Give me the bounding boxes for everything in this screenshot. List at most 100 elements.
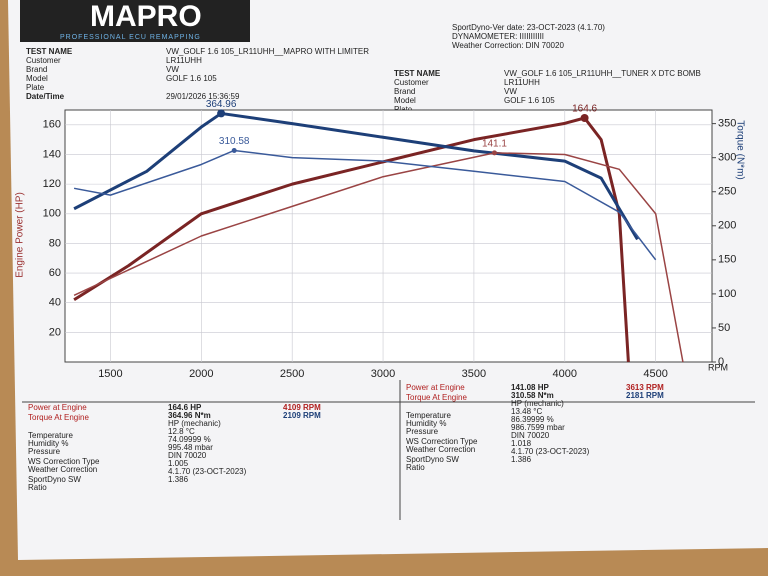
result-value: 1.386 [168, 475, 189, 484]
y-tick-label: 160 [43, 119, 61, 131]
result-label: Temperature [28, 431, 73, 440]
peak-label: 164.6 [572, 104, 597, 115]
info-label: Customer [394, 78, 429, 87]
y2-tick-label: 50 [718, 322, 730, 334]
result-label: Humidity % [406, 419, 446, 428]
result-value: 1.005 [168, 459, 189, 468]
x-tick-label: 2000 [189, 368, 213, 380]
info-value: GOLF 1.6 105 [166, 74, 217, 83]
result-rpm: 2181 RPM [626, 391, 664, 400]
result-value: 4.1.70 (23-OCT-2023) [511, 447, 590, 456]
info-label: Date/Time [26, 92, 65, 101]
result-value: 310.58 N*m [511, 391, 554, 400]
result-value: 4.1.70 (23-OCT-2023) [168, 467, 247, 476]
software: SportDyno-Ver date: 23-OCT-2023 (4.1.70) [452, 23, 605, 32]
peak-marker [217, 109, 226, 118]
result-rpm: 2109 RPM [283, 411, 321, 420]
weather: Weather Correction: DIN 70020 [452, 41, 564, 50]
x-tick-label: 1500 [98, 368, 122, 380]
dyno: DYNAMOMETER: IIIIIIIIIII [452, 32, 544, 41]
info-label: Brand [26, 65, 47, 74]
result-label: Pressure [406, 427, 439, 436]
y2-tick-label: 150 [718, 254, 736, 266]
info-label: Customer [26, 56, 61, 65]
info-value: VW_GOLF 1.6 105_LR11UHH__MAPRO WITH LIMI… [166, 47, 369, 56]
y2-tick-label: 250 [718, 186, 736, 198]
result-label: WS Correction Type [28, 457, 100, 466]
result-value: 995.48 mbar [168, 443, 213, 452]
result-value: 141.08 HP [511, 383, 549, 392]
result-value: 74.09999 % [168, 435, 211, 444]
series-line [73, 111, 639, 241]
info-label: TEST NAME [394, 69, 441, 78]
peak-marker [231, 147, 237, 153]
x-tick-label: 4500 [643, 368, 667, 380]
result-value: 1.386 [511, 455, 532, 464]
result-value: DIN 70020 [511, 431, 550, 440]
result-label: Power at Engine [28, 403, 87, 412]
y-tick-label: 60 [49, 267, 61, 279]
peak-marker [580, 114, 589, 123]
logo-band [20, 0, 250, 42]
y-tick-label: 20 [49, 326, 61, 338]
result-label: Weather Correction [28, 465, 97, 474]
info-value: VW [504, 87, 517, 96]
info-value: GOLF 1.6 105 [504, 96, 555, 105]
y2-tick-label: 100 [718, 288, 736, 300]
y2-tick-label: 300 [718, 152, 736, 164]
result-label: Ratio [28, 483, 47, 492]
y2-tick-label: 200 [718, 220, 736, 232]
info-label: Plate [26, 83, 45, 92]
result-label: Temperature [406, 411, 451, 420]
result-value: 12.8 °C [168, 427, 195, 436]
info-label: Model [394, 96, 416, 105]
result-rpm: 3613 RPM [626, 383, 664, 392]
info-value: 29/01/2026 15:36:59 [166, 92, 240, 101]
x-tick-label: 3500 [462, 368, 486, 380]
y-tick-label: 100 [43, 208, 61, 220]
result-label: WS Correction Type [406, 437, 478, 446]
x-axis-title: RPM [708, 362, 728, 372]
result-rpm: 4109 RPM [283, 403, 321, 412]
series-line [73, 116, 630, 363]
result-value: DIN 70020 [168, 451, 207, 460]
y2-axis-title: Torque (N*m) [734, 120, 745, 179]
info-value: VW [166, 65, 179, 74]
peak-label: 310.58 [219, 136, 250, 147]
info-value: LR11UHH [504, 78, 540, 87]
info-label: TEST NAME [26, 47, 73, 56]
tagline: PROFESSIONAL ECU REMAPPING [60, 34, 201, 41]
result-label: Torque At Engine [406, 393, 467, 402]
info-label: Brand [394, 87, 415, 96]
x-tick-label: 4000 [553, 368, 577, 380]
info-value: LR11UHH [166, 56, 202, 65]
result-label: Torque At Engine [28, 413, 89, 422]
result-value: HP (mechanic) [168, 419, 221, 428]
y2-tick-label: 350 [718, 118, 736, 130]
info-value: VW_GOLF 1.6 105_LR11UHH__TUNER X DTC BOM… [504, 69, 701, 78]
x-tick-label: 3000 [371, 368, 395, 380]
y-tick-label: 120 [43, 178, 61, 190]
peak-label: 141.1 [482, 139, 507, 150]
result-label: SportDyno SW [406, 455, 459, 464]
peak-label: 364.96 [206, 99, 237, 110]
info-label: Model [26, 74, 48, 83]
result-label: Ratio [406, 463, 425, 472]
result-value: HP (mechanic) [511, 399, 564, 408]
plot-area [64, 109, 713, 363]
y2-tick-label: 0 [718, 356, 724, 368]
y-tick-label: 140 [43, 148, 61, 160]
series-line [73, 149, 657, 261]
result-label: SportDyno SW [28, 475, 81, 484]
result-value: 1.018 [511, 439, 532, 448]
y-tick-label: 40 [49, 297, 61, 309]
brand: MAPRO [90, 0, 202, 33]
y-tick-label: 80 [49, 237, 61, 249]
x-tick-label: 2500 [280, 368, 304, 380]
y-axis-title: Engine Power (HP) [15, 192, 26, 278]
result-value: 364.96 N*m [168, 411, 211, 420]
result-label: Humidity % [28, 439, 68, 448]
result-label: Pressure [28, 447, 61, 456]
